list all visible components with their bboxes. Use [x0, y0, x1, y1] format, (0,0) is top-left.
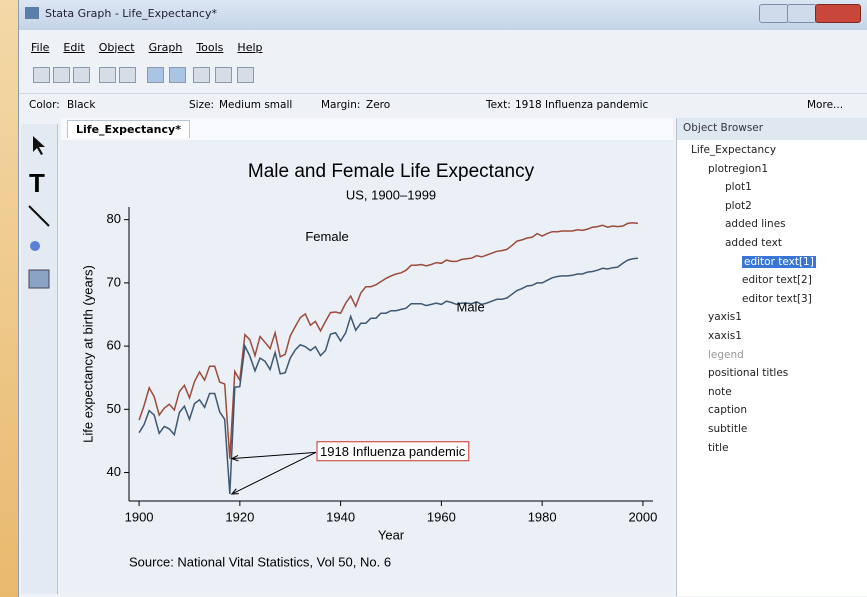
tree-node[interactable]: added lines — [725, 218, 786, 231]
annotation-arrow — [231, 451, 317, 495]
x-tick-label: 1960 — [427, 509, 456, 524]
menu-item[interactable]: Object — [98, 40, 135, 54]
toolbar-button[interactable] — [237, 67, 254, 83]
tree-node[interactable]: legend — [708, 348, 744, 361]
toolbar-button[interactable] — [147, 67, 164, 83]
y-axis-title: Life expectancy at birth (years) — [80, 265, 95, 443]
size-select[interactable]: Medium small — [219, 99, 293, 111]
toolbar-button[interactable] — [119, 67, 136, 83]
tree-node[interactable]: plot2 — [725, 199, 752, 212]
x-tick-label: 2000 — [628, 509, 657, 524]
color-label: Color: — [29, 99, 60, 111]
x-tick-label: 1900 — [125, 509, 154, 524]
toolbar — [19, 62, 867, 88]
tree-node[interactable]: editor text[3] — [742, 292, 812, 305]
y-tick-label: 60 — [107, 338, 121, 353]
chart-note: Source: National Vital Statistics, Vol 5… — [129, 554, 391, 569]
toolbar-button[interactable] — [53, 67, 70, 83]
graph-tab[interactable]: Life_Expectancy* — [67, 120, 190, 138]
tree-node[interactable]: Life_Expectancy — [691, 144, 777, 156]
marker-tool[interactable] — [30, 241, 40, 251]
minimize-button[interactable] — [759, 4, 789, 23]
tree-node[interactable]: editor text[2] — [742, 274, 812, 287]
tree-node[interactable]: caption — [708, 404, 747, 417]
title-bar: Stata Graph - Life_Expectancy* — [19, 0, 867, 30]
y-tick-label: 50 — [107, 401, 121, 416]
tree-node[interactable]: subtitle — [708, 423, 748, 435]
text-tool[interactable]: T — [29, 168, 45, 198]
tree-node[interactable]: title — [708, 441, 729, 454]
series-line — [138, 222, 638, 459]
y-tick-label: 80 — [107, 211, 121, 226]
chart-subtitle: US, 1900–1999 — [346, 187, 436, 202]
line-tool[interactable] — [28, 205, 50, 227]
x-axis-title: Year — [378, 527, 405, 542]
series-label: Female — [305, 229, 348, 244]
object-browser: Object Browser Life_Expectancy plotregion… — [676, 118, 867, 596]
contextual-toolbar: Color: Black Size: Medium small Margin: … — [19, 93, 867, 116]
annotation-box — [316, 441, 470, 462]
chart-title: Male and Female Life Expectancy — [248, 161, 535, 182]
color-select[interactable]: Black — [67, 99, 96, 111]
chart: Male and Female Life Expectancy US, 1900… — [80, 161, 657, 569]
tree-node[interactable]: yaxis1 — [708, 311, 742, 324]
menu-item[interactable]: Graph — [148, 40, 183, 54]
tool-palette: T — [21, 124, 58, 594]
margin-select[interactable]: Zero — [366, 99, 391, 111]
y-tick-label: 40 — [107, 464, 121, 479]
x-tick-label: 1940 — [326, 509, 355, 524]
window-title: Stata Graph - Life_Expectancy* — [45, 7, 217, 20]
tree-node[interactable]: positional titles — [708, 367, 789, 380]
x-tick-label: 1920 — [225, 509, 254, 524]
object-browser-title: Object Browser — [677, 118, 867, 140]
series-line — [138, 257, 638, 495]
more-button[interactable]: More... — [807, 99, 844, 111]
tree-node[interactable]: added text — [725, 237, 782, 249]
annotation-text: 1918 Influenza pandemic — [320, 444, 466, 459]
maximize-button[interactable] — [787, 4, 817, 23]
menu-item[interactable]: File — [31, 40, 50, 54]
window: Stata Graph - Life_Expectancy* File Edit O… — [18, 0, 867, 597]
menu-item[interactable]: Tools — [196, 40, 224, 54]
tree-node[interactable]: plot1 — [725, 181, 752, 194]
tool-icons: T — [28, 136, 50, 289]
arrow-head — [230, 454, 239, 462]
tree-node[interactable]: note — [708, 385, 732, 398]
tree-node[interactable]: editor text[1] — [742, 255, 816, 268]
text-input[interactable]: 1918 Influenza pandemic — [515, 99, 649, 111]
size-label: Size: — [189, 99, 215, 111]
toolbar-button[interactable] — [33, 67, 50, 83]
annotation-arrow — [231, 451, 317, 460]
menu-item[interactable]: Edit — [63, 40, 85, 54]
toolbar-button[interactable] — [99, 67, 116, 83]
grid-edit-tool[interactable] — [28, 269, 50, 289]
series-label: Male — [457, 300, 485, 315]
tree-node[interactable]: plotregion1 — [708, 162, 769, 175]
menu-bar: File Edit Object Graph Tools Help — [19, 36, 263, 58]
app-icon — [25, 7, 39, 19]
text-label: Text: — [486, 99, 511, 111]
margin-label: Margin: — [321, 99, 361, 111]
tree-node[interactable]: xaxis1 — [708, 330, 742, 342]
tab-strip: Life_Expectancy* — [61, 118, 673, 141]
close-button[interactable] — [815, 4, 861, 23]
toolbar-button[interactable] — [215, 67, 232, 83]
toolbar-button[interactable] — [73, 67, 90, 83]
toolbar-button[interactable] — [193, 67, 210, 83]
y-tick-label: 70 — [107, 274, 121, 289]
graph-pane: Male and Female Life Expectancy US, 1900… — [61, 140, 673, 592]
pointer-tool[interactable] — [33, 136, 45, 155]
arrow-head — [230, 488, 239, 495]
toolbar-button[interactable] — [169, 67, 186, 83]
menu-item[interactable]: Help — [237, 40, 263, 54]
x-tick-label: 1980 — [528, 509, 557, 524]
